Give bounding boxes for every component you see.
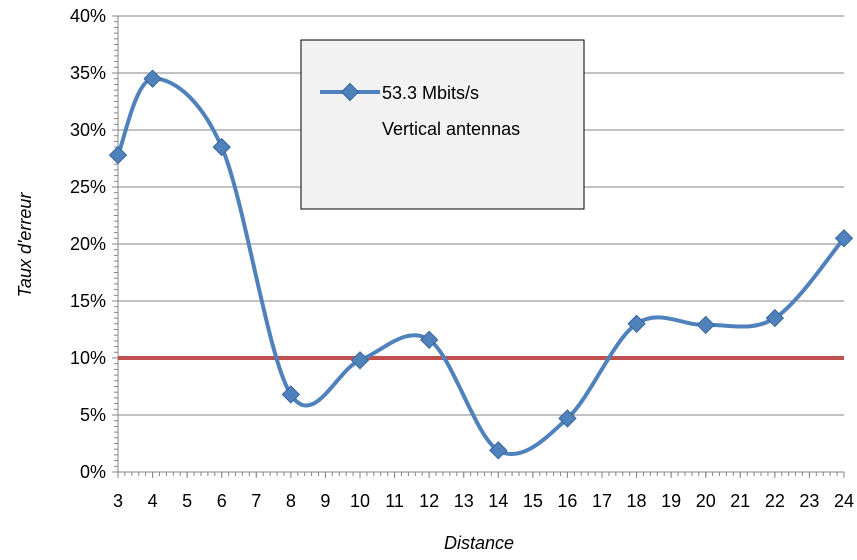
series-markers — [108, 69, 854, 460]
data-point — [834, 229, 854, 248]
data-point — [281, 385, 301, 404]
x-tick-label: 5 — [182, 491, 192, 511]
x-tick-label: 10 — [350, 491, 370, 511]
data-point — [489, 441, 508, 460]
y-tick-label: 0% — [80, 462, 106, 482]
x-tick-label: 21 — [730, 491, 750, 511]
data-point — [558, 409, 577, 428]
x-tick-label: 11 — [385, 491, 404, 511]
y-tick-label: 5% — [80, 405, 106, 425]
legend-label-line1: 53.3 Mbits/s — [382, 83, 479, 103]
y-tick-label: 25% — [70, 177, 106, 197]
data-point — [419, 330, 439, 349]
y-axis-title: Taux d'erreur — [15, 192, 35, 298]
legend: 53.3 Mbits/s Vertical antennas — [300, 39, 585, 210]
x-tick-label: 13 — [454, 491, 474, 511]
legend-box — [300, 39, 585, 210]
x-tick-label: 6 — [217, 491, 227, 511]
y-tick-label: 30% — [70, 120, 106, 140]
x-tick-label: 14 — [488, 491, 508, 511]
x-tick-label: 18 — [627, 491, 647, 511]
x-tick-label: 12 — [419, 491, 439, 511]
data-point — [696, 315, 715, 335]
x-tick-label: 19 — [661, 491, 681, 511]
data-point — [627, 314, 646, 333]
x-tick-label: 4 — [148, 491, 158, 511]
x-tick-label: 15 — [523, 491, 543, 511]
legend-marker — [340, 82, 360, 102]
y-tick-label: 10% — [70, 348, 106, 368]
y-tick-label: 15% — [70, 291, 106, 311]
y-tick-labels: 0% 5% 10% 15% 20% 25% 30% 35% 40% — [70, 6, 106, 482]
data-point — [108, 145, 128, 165]
data-point — [350, 351, 370, 370]
minor-ticks — [112, 15, 845, 478]
y-tick-label: 40% — [70, 6, 106, 26]
legend-label-line2: Vertical antennas — [382, 119, 520, 139]
x-tick-label: 3 — [113, 491, 123, 511]
x-tick-label: 7 — [251, 491, 261, 511]
y-tick-label: 35% — [70, 63, 106, 83]
x-tick-label: 8 — [286, 491, 296, 511]
x-tick-label: 17 — [592, 491, 612, 511]
data-point — [143, 69, 162, 88]
x-tick-label: 24 — [834, 491, 854, 511]
x-tick-label: 20 — [696, 491, 716, 511]
data-point — [765, 308, 785, 328]
x-tick-label: 23 — [799, 491, 819, 511]
x-tick-label: 16 — [557, 491, 577, 511]
y-tick-label: 20% — [70, 234, 106, 254]
data-point — [212, 137, 231, 157]
x-tick-labels: 3 4 5 6 7 8 9 10 11 12 13 14 15 16 17 18 19 20 21 22 23 24 — [113, 491, 854, 511]
x-tick-label: 9 — [320, 491, 330, 511]
x-tick-label: 22 — [765, 491, 785, 511]
x-axis-title: Distance — [444, 533, 514, 553]
